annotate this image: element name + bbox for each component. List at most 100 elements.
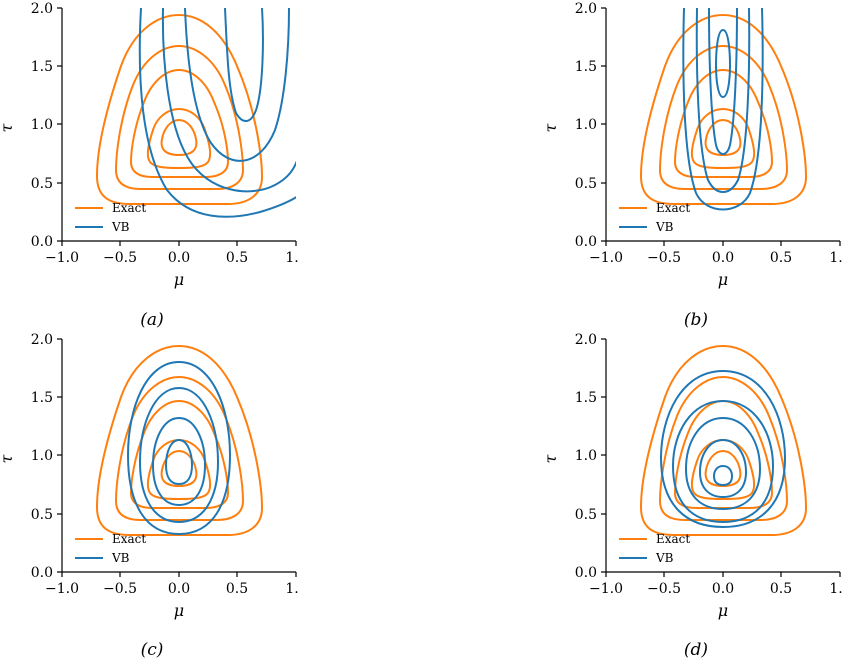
y-tick-labels: 0.0 0.5 1.0 1.5 2.0	[31, 1, 53, 250]
legend-label-exact: Exact	[112, 532, 146, 546]
y-axis-label: τ	[0, 122, 16, 132]
x-tick-label: 1.	[829, 581, 842, 597]
axes	[57, 338, 297, 577]
x-axis-label: μ	[718, 601, 728, 620]
legend-label-vb: VB	[111, 551, 130, 565]
vb-contour-1	[164, 438, 194, 486]
axes	[601, 338, 841, 577]
x-tick-label: −0.5	[647, 581, 681, 597]
y-tick-label: 0.5	[31, 176, 53, 192]
vb-contour-1	[224, 8, 264, 122]
exact-contour-1	[639, 344, 808, 536]
vb-contour-4	[671, 399, 775, 524]
axes	[57, 7, 297, 246]
vb-contour-3	[161, 8, 296, 193]
y-tick-label: 2.0	[31, 1, 53, 17]
vb-contour-1	[714, 28, 732, 99]
y-tick-label: 1.0	[31, 448, 53, 464]
y-axis-label: τ	[541, 122, 560, 132]
legend-label-vb: VB	[111, 220, 130, 234]
x-tick-label: 0.5	[770, 581, 792, 597]
panel-a: −1.0 −0.5 0.0 0.5 1. 0.0 0.5 1.0 1.5 2.0…	[0, 1, 299, 330]
x-tick-label: 0.5	[226, 581, 248, 597]
x-tick-label: −0.5	[103, 250, 137, 266]
x-tick-label: 0.0	[712, 250, 734, 266]
x-axis-label: μ	[718, 270, 728, 289]
exact-contour-5	[160, 118, 198, 157]
y-tick-labels: 0.0 0.5 1.0 1.5 2.0	[575, 1, 597, 250]
exact-contour-5	[160, 449, 198, 488]
y-tick-label: 1.0	[575, 117, 597, 133]
y-tick-label: 1.0	[575, 448, 597, 464]
exact-contours	[639, 13, 808, 205]
vb-contours	[659, 369, 787, 529]
x-tick-label: 0.5	[226, 250, 248, 266]
y-tick-label: 0.0	[575, 565, 597, 581]
y-tick-label: 0.0	[31, 234, 53, 250]
vb-contours	[138, 8, 296, 218]
panel-c: −1.0 −0.5 0.0 0.5 1. 0.0 0.5 1.0 1.5 2.0…	[0, 332, 299, 660]
x-tick-label: −1.0	[45, 250, 79, 266]
y-tick-label: 2.0	[31, 332, 53, 348]
legend: Exact VB	[75, 201, 146, 234]
x-tick-labels: −1.0 −0.5 0.0 0.5 1.	[45, 250, 299, 266]
exact-contour-5	[704, 118, 742, 157]
legend: Exact VB	[619, 532, 690, 565]
x-tick-labels: −1.0 −0.5 0.0 0.5 1.	[45, 581, 299, 597]
x-tick-labels: −1.0 −0.5 0.0 0.5 1.	[589, 581, 843, 597]
exact-contour-1	[95, 13, 264, 205]
vb-contour-2	[698, 438, 748, 499]
legend-label-vb: VB	[655, 551, 674, 565]
y-tick-label: 1.5	[31, 390, 53, 406]
panel-d: −1.0 −0.5 0.0 0.5 1. 0.0 0.5 1.0 1.5 2.0…	[541, 332, 843, 660]
x-tick-label: 0.0	[168, 250, 190, 266]
vb-contour-3	[684, 416, 762, 511]
legend-label-exact: Exact	[112, 201, 146, 215]
y-tick-label: 2.0	[575, 1, 597, 17]
vb-contour-3	[695, 8, 751, 193]
x-tick-label: 0.5	[770, 250, 792, 266]
exact-contour-4	[690, 438, 756, 501]
panel-b: −1.0 −0.5 0.0 0.5 1. 0.0 0.5 1.0 1.5 2.0…	[541, 1, 843, 330]
vb-contour-4	[138, 8, 296, 218]
exact-contour-3	[129, 68, 230, 178]
y-axis-label: τ	[0, 453, 16, 463]
vb-contours	[682, 8, 764, 211]
panel-caption: (b)	[684, 310, 708, 330]
legend: Exact VB	[75, 532, 146, 565]
legend-label-exact: Exact	[656, 201, 690, 215]
exact-contour-5	[704, 449, 742, 488]
panel-caption: (d)	[684, 640, 708, 660]
y-tick-label: 1.5	[31, 59, 53, 75]
vb-contour-4	[126, 360, 232, 536]
exact-contour-3	[673, 68, 774, 178]
y-tick-label: 1.0	[31, 117, 53, 133]
x-tick-label: −1.0	[45, 581, 79, 597]
x-tick-label: 1.	[285, 581, 298, 597]
exact-contour-4	[690, 107, 756, 170]
y-tick-label: 1.5	[575, 390, 597, 406]
panel-caption: (c)	[141, 640, 164, 660]
exact-contour-1	[639, 13, 808, 205]
y-axis-label: τ	[541, 453, 560, 463]
legend-label-vb: VB	[655, 220, 674, 234]
vb-contour-3	[138, 386, 220, 524]
exact-contour-2	[114, 44, 245, 190]
vb-contour-2	[184, 8, 290, 162]
x-tick-label: −1.0	[589, 250, 623, 266]
vb-contour-2	[151, 416, 207, 507]
y-tick-label: 0.0	[31, 565, 53, 581]
exact-contour-2	[658, 44, 789, 190]
x-tick-label: 0.0	[712, 581, 734, 597]
x-tick-label: 1.	[285, 250, 298, 266]
exact-contour-3	[129, 399, 230, 509]
panel-caption: (a)	[140, 310, 163, 330]
legend: Exact VB	[619, 201, 690, 234]
exact-contour-2	[658, 375, 789, 521]
y-tick-label: 1.5	[575, 59, 597, 75]
vb-contours	[126, 360, 232, 536]
y-tick-labels: 0.0 0.5 1.0 1.5 2.0	[575, 332, 597, 581]
vb-contour-2	[708, 8, 738, 155]
y-tick-labels: 0.0 0.5 1.0 1.5 2.0	[31, 332, 53, 581]
